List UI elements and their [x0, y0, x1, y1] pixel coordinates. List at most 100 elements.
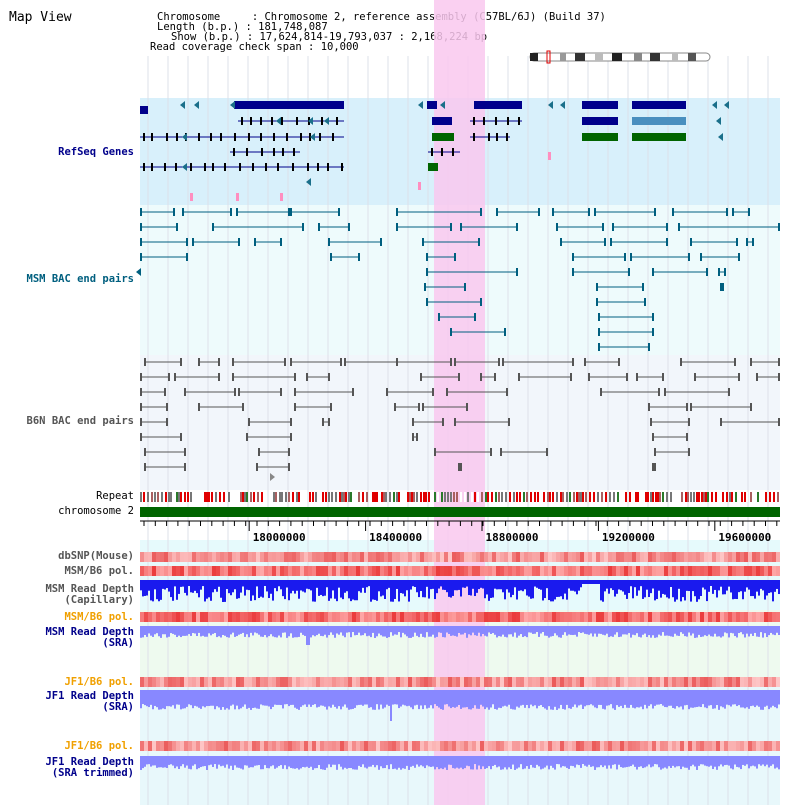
dbsnp-mark	[296, 552, 300, 562]
jf1-pol-mark	[448, 741, 452, 751]
jf1-sra-depth	[644, 690, 646, 705]
msm-cap-depth	[356, 580, 358, 601]
repeat-mark	[597, 492, 599, 502]
track-label-msm-bac[interactable]: MSM BAC end pairs	[26, 273, 134, 285]
track-label-refseq[interactable]: RefSeq Genes	[58, 146, 134, 158]
jf1-pol-mark	[296, 677, 300, 687]
gene-block[interactable]	[432, 117, 452, 125]
gene-block[interactable]	[234, 101, 344, 109]
gene-block[interactable]	[140, 106, 148, 114]
msm-pol-mark	[532, 566, 536, 576]
jf1-trim-depth	[314, 756, 316, 769]
track-label-jf1-depth-trim[interactable]: JF1 Read Depth (SRA trimmed)	[45, 756, 134, 779]
jf1-trim-depth	[460, 756, 462, 768]
msm-cap-depth	[484, 580, 486, 599]
msm-pol-mark	[212, 566, 216, 576]
msm-pol-mark	[564, 566, 568, 576]
msm-pol-mark	[676, 566, 680, 576]
dbsnp-mark	[424, 552, 428, 562]
b6n-bac-pair-end	[738, 373, 740, 381]
jf1-pol-mark	[152, 677, 156, 687]
msm-cap-depth	[716, 580, 718, 598]
repeat-mark	[322, 492, 324, 502]
track-label-dbsnp[interactable]: dbSNP(Mouse)	[58, 550, 134, 562]
msm-pol-mark	[540, 566, 544, 576]
dbsnp-mark	[260, 552, 264, 562]
track-label-msm-b6-pol-2[interactable]: MSM/B6 pol.	[64, 611, 134, 623]
msm-pol-mark	[468, 612, 472, 622]
jf1-trim-depth	[288, 756, 290, 767]
jf1-sra-depth	[574, 690, 576, 705]
msm-bac-pair-end	[628, 268, 630, 276]
exon	[321, 117, 323, 125]
track-label-msm-depth-cap[interactable]: MSM Read Depth (Capillary)	[45, 583, 134, 606]
msm-sra-depth	[494, 626, 496, 635]
jf1-pol-mark	[752, 741, 756, 751]
dbsnp-mark	[400, 552, 404, 562]
b6n-bac-pair-end	[694, 373, 696, 381]
msm-bac-pair-end	[752, 238, 754, 246]
b6n-bac-pair-end	[626, 373, 628, 381]
gene-block[interactable]	[474, 101, 522, 109]
track-label-b6n-bac[interactable]: B6N BAC end pairs	[26, 415, 134, 427]
msm-cap-depth	[322, 580, 324, 597]
msm-cap-depth	[738, 580, 740, 593]
msm-bac-pair-end	[598, 328, 600, 336]
jf1-sra-depth	[178, 690, 180, 705]
msm-pol-mark	[616, 612, 620, 622]
gene-block[interactable]	[582, 117, 618, 125]
track-label-jf1-b6-pol-1[interactable]: JF1/B6 pol.	[64, 676, 134, 688]
gene-block[interactable]	[427, 101, 437, 109]
msm-sra-depth	[462, 626, 464, 635]
msm-pol-mark	[528, 566, 532, 576]
dbsnp-mark	[744, 552, 748, 562]
msm-cap-depth	[230, 580, 232, 596]
gene-block[interactable]	[582, 101, 618, 109]
jf1-trim-depth	[764, 756, 766, 767]
jf1-trim-depth	[684, 756, 686, 768]
msm-cap-depth	[646, 580, 648, 590]
jf1-trim-depth	[208, 756, 210, 766]
msm-sra-depth	[404, 626, 406, 635]
track-label-repeat[interactable]: Repeat	[96, 490, 134, 502]
msm-pol-mark	[524, 566, 528, 576]
dbsnp-mark	[428, 552, 432, 562]
track-label-msm-b6-pol-1[interactable]: MSM/B6 pol.	[64, 565, 134, 577]
track-label-chromosome[interactable]: chromosome 2	[58, 505, 134, 517]
chromosome-bar[interactable]	[140, 507, 780, 517]
gene-block[interactable]	[632, 101, 686, 109]
jf1-sra-depth	[478, 690, 480, 709]
msm-pol-mark	[484, 566, 488, 576]
dbsnp-mark	[256, 552, 260, 562]
repeat-mark	[777, 492, 779, 502]
repeat-mark	[447, 492, 449, 502]
gene-block[interactable]	[632, 117, 686, 125]
jf1-trim-depth	[512, 756, 514, 765]
msm-sra-depth	[362, 626, 364, 636]
msm-sra-depth	[556, 626, 558, 636]
msm-cap-depth	[206, 580, 208, 599]
msm-sra-depth	[638, 626, 640, 637]
msm-cap-depth	[214, 580, 216, 590]
track-label-jf1-depth-sra[interactable]: JF1 Read Depth (SRA)	[45, 690, 134, 713]
exon	[293, 148, 295, 156]
jf1-pol-mark	[532, 741, 536, 751]
jf1-trim-depth	[566, 756, 568, 768]
jf1-sra-depth	[304, 690, 306, 705]
jf1-sra-depth	[534, 690, 536, 706]
msm-sra-depth	[244, 626, 246, 637]
msm-cap-depth	[474, 580, 476, 597]
dbsnp-mark	[436, 552, 440, 562]
track-label-msm-depth-sra[interactable]: MSM Read Depth (SRA)	[45, 626, 134, 649]
track-label-jf1-b6-pol-2[interactable]: JF1/B6 pol.	[64, 740, 134, 752]
gene-block[interactable]	[582, 133, 618, 141]
gene-block[interactable]	[432, 133, 454, 141]
msm-pol-mark	[328, 612, 332, 622]
jf1-sra-depth	[536, 690, 538, 709]
jf1-pol-mark	[552, 741, 556, 751]
msm-sra-depth	[524, 626, 526, 637]
gene-block[interactable]	[428, 163, 438, 171]
gene-block[interactable]	[632, 133, 686, 141]
repeat-mark	[670, 492, 672, 502]
